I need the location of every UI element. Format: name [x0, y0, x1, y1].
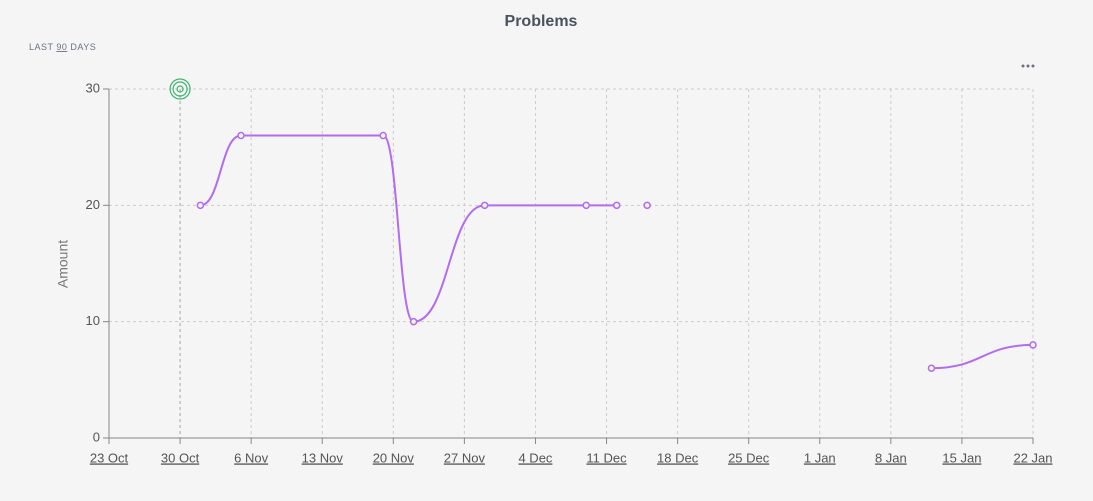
marker-ring: [176, 85, 184, 93]
subtitle-range[interactable]: 90: [56, 42, 67, 52]
point: [582, 201, 590, 210]
y-tick-label: 30: [86, 80, 100, 95]
point: [1029, 341, 1037, 349]
chart-title: Problems: [505, 13, 578, 30]
y-tick-label: 20: [86, 197, 100, 212]
point: [927, 364, 936, 372]
x-tick-label[interactable]: 25 Dec: [728, 450, 770, 465]
x-tick-label[interactable]: 11 Dec: [586, 450, 627, 465]
subtitle: LAST 90 DAYS: [29, 42, 96, 52]
x-tick-label[interactable]: 6 Nov: [234, 450, 268, 465]
x-tick-label[interactable]: 30 Oct: [161, 450, 200, 465]
x-tick-label[interactable]: 1 Jan: [804, 450, 836, 465]
subtitle-suffix: DAYS: [70, 42, 96, 52]
x-tick-label[interactable]: 22 Jan: [1013, 450, 1052, 465]
x-tick-label[interactable]: 13 Nov: [302, 450, 344, 465]
y-tick-label: 0: [93, 429, 100, 444]
x-tick-label[interactable]: 4 Dec: [518, 450, 552, 465]
x-tick-label[interactable]: 27 Nov: [444, 450, 486, 465]
target-marker: [169, 78, 191, 438]
x-tick-label[interactable]: 15 Jan: [942, 450, 981, 465]
point: [379, 131, 387, 140]
x-tick-label[interactable]: 8 Jan: [875, 450, 907, 465]
menu-button[interactable]: [1021, 64, 1035, 68]
point: [480, 201, 489, 210]
marker-ring: [169, 78, 191, 100]
menu-dot: [1021, 64, 1025, 68]
point: [237, 131, 245, 140]
subtitle-prefix: LAST: [29, 42, 54, 52]
y-axis-label: Amount: [55, 240, 71, 288]
point: [409, 317, 418, 326]
x-tick-label[interactable]: 18 Dec: [657, 450, 699, 465]
marker-ring: [172, 81, 188, 97]
point: [643, 201, 651, 210]
menu-dot: [1031, 64, 1035, 68]
x-tick-label[interactable]: 20 Nov: [373, 450, 415, 465]
menu-dot: [1026, 64, 1030, 68]
point: [612, 201, 621, 210]
x-tick-label[interactable]: 23 Oct: [90, 450, 129, 465]
y-tick-label: 10: [86, 313, 100, 328]
point: [196, 201, 205, 210]
